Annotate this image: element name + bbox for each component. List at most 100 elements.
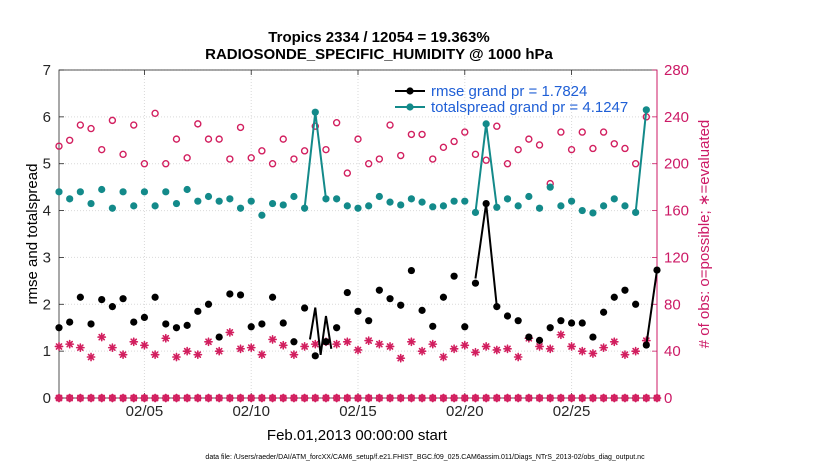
obs-evaluated-point [75,343,85,353]
rmse-point [247,323,255,331]
obs-possible-point [130,121,138,129]
obs-zero-star [150,393,160,403]
totalspread-point [525,192,533,201]
obs-zero-star [214,393,224,403]
totalspread-point [461,197,469,205]
totalspread-line [474,123,498,213]
y-axis-right-label: # of obs: o=possible; ∗=evaluated [696,120,713,349]
rmse-point [215,333,223,341]
obs-evaluated-point [374,339,384,349]
obs-possible-point [407,130,416,139]
totalspread-point [130,202,138,210]
obs-possible-point [578,128,586,136]
obs-zero-star [268,393,277,403]
rmse-point [108,303,116,311]
obs-possible-point [247,154,255,162]
obs-evaluated-point [214,346,224,356]
rmse-line [308,307,333,356]
rmse-point [204,300,213,308]
rmse-point [301,304,309,312]
totalspread-line [303,112,327,209]
y-axis-right: 0 40 80 120 160 200 240 280 [652,62,689,407]
obs-evaluated-point [161,333,171,343]
obs-possible-point [599,128,608,136]
rmse-point [418,306,426,314]
totalspread-point [482,120,490,128]
obs-possible-point [471,150,480,159]
obs-evaluated-point [310,339,320,349]
rmse-point [236,291,245,299]
obs-zero-star [599,393,609,403]
obs-evaluated-point [257,350,267,360]
y-left-tick-label: 2 [43,296,51,313]
totalspread-point [162,188,170,196]
obs-evaluated-point [471,347,480,357]
y-left-tick-label: 0 [43,390,51,407]
obs-evaluated-point [246,343,256,353]
y-axis-left-label: rmse and totalspread [24,164,41,305]
obs-evaluated-point [118,350,128,360]
rmse-point [632,300,640,308]
obs-zero-star [652,393,662,403]
obs-possible-point [55,142,63,150]
rmse-point [119,295,127,303]
obs-possible-point [503,160,512,168]
y-left-tick-label: 5 [43,156,51,173]
x-tick-label: 02/15 [339,403,377,420]
obs-evaluated-point [481,342,491,351]
totalspread-point [194,197,202,205]
obs-zero-star [364,393,374,403]
rmse-point [375,286,383,294]
obs-possible-point [493,122,501,130]
rmse-point [407,266,415,275]
totalspread-point [333,195,341,203]
obs-evaluated-point [204,337,213,347]
obs-zero-star [140,393,149,403]
rmse-point [226,290,234,298]
rmse-point [172,324,181,332]
totalspread-point [535,204,544,212]
totalspread-point [268,199,277,208]
y-left-tick-label: 4 [43,203,51,220]
totalspread-point [354,204,362,212]
rmse-point [450,272,458,280]
obs-zero-star [300,393,310,403]
obs-zero-star [524,393,534,403]
obs-zero-star [471,393,480,403]
rmse-point [66,318,74,326]
rmse-point [642,341,650,349]
totalspread-point [290,192,298,201]
totalspread-point [119,188,127,196]
rmse-point [493,303,501,311]
totalspread-point [386,198,394,206]
totalspread-point [642,106,650,114]
obs-zero-star [503,393,512,403]
y-right-tick-label: 240 [664,109,689,126]
obs-possible-point [332,119,341,127]
obs-evaluated-point [236,344,245,354]
obs-zero-star [631,393,641,403]
totalspread-point [258,211,266,219]
y-right-tick-label: 200 [664,156,689,173]
obs-possible-point [386,121,394,129]
rmse-point [578,319,586,327]
obs-zero-star [428,393,438,403]
obs-possible-point [87,124,95,133]
obs-evaluated-point [599,343,609,353]
obs-evaluated-point [107,343,117,353]
obs-zero-star [406,393,416,403]
obs-evaluated-point [439,352,448,362]
obs-evaluated-point [513,352,523,362]
data-marks [54,106,662,403]
obs-evaluated-point [182,346,192,356]
rmse-point [343,288,351,297]
obs-zero-star [236,393,245,403]
obs-possible-point [450,137,458,146]
obs-evaluated-point [150,350,160,360]
rmse-point [87,320,95,328]
totalspread-point [610,195,618,203]
totalspread-point [55,188,63,196]
rmse-point [183,321,191,329]
obs-zero-star [385,393,395,403]
